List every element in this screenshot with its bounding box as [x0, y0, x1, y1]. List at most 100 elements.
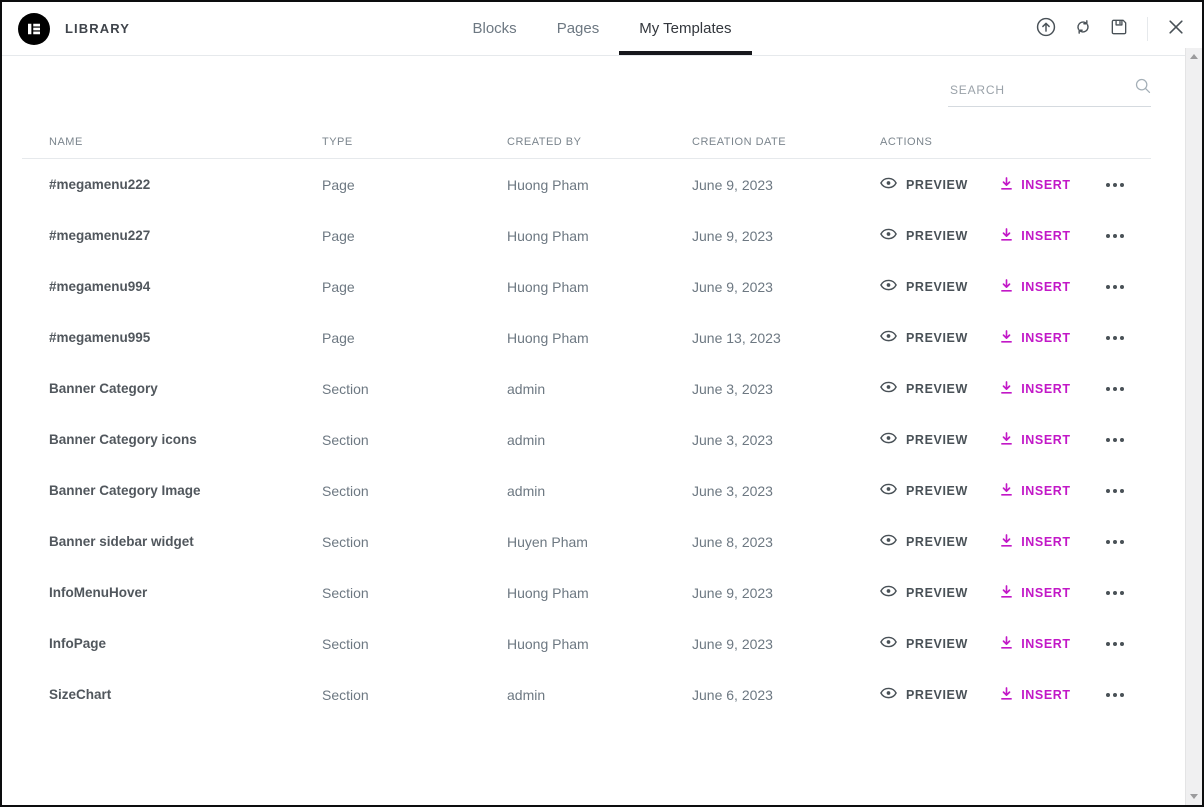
- template-type: Page: [322, 278, 355, 295]
- more-actions-button[interactable]: [1104, 230, 1126, 242]
- preview-label: PREVIEW: [906, 279, 968, 294]
- more-actions-button[interactable]: [1104, 638, 1126, 650]
- preview-button[interactable]: PREVIEW: [880, 330, 968, 345]
- preview-button[interactable]: PREVIEW: [880, 279, 968, 294]
- tab-blocks[interactable]: Blocks: [472, 20, 517, 37]
- library-content: NAME TYPE CREATED BY CREATION DATE ACTIO…: [2, 77, 1202, 720]
- table-row[interactable]: #megamenu994 Page Huong Pham June 9, 202…: [22, 261, 1151, 312]
- insert-button[interactable]: INSERT: [1001, 176, 1070, 193]
- elementor-logo-icon: [18, 12, 50, 45]
- insert-button[interactable]: INSERT: [1001, 482, 1070, 499]
- more-actions-button[interactable]: [1104, 485, 1126, 497]
- insert-label: INSERT: [1021, 228, 1071, 243]
- scroll-down-icon[interactable]: [1190, 794, 1198, 799]
- preview-button[interactable]: PREVIEW: [880, 687, 968, 702]
- insert-icon: [1001, 533, 1013, 550]
- eye-icon: [880, 534, 897, 549]
- more-actions-button[interactable]: [1104, 434, 1126, 446]
- import-button[interactable]: [1035, 16, 1057, 41]
- close-icon: [1166, 17, 1186, 40]
- tab-my-templates[interactable]: My Templates: [619, 2, 752, 55]
- close-button[interactable]: [1166, 17, 1186, 40]
- template-creation-date: June 3, 2023: [692, 431, 773, 448]
- table-header: NAME TYPE CREATED BY CREATION DATE ACTIO…: [22, 107, 1151, 159]
- insert-icon: [1001, 431, 1013, 448]
- table-row[interactable]: InfoMenuHover Section Huong Pham June 9,…: [22, 567, 1151, 618]
- template-name: InfoMenuHover: [49, 585, 148, 600]
- table-row[interactable]: Banner sidebar widget Section Huyen Pham…: [22, 516, 1151, 567]
- template-creation-date: June 13, 2023: [692, 329, 781, 346]
- template-created-by: admin: [507, 380, 546, 397]
- ellipsis-icon: [1105, 233, 1110, 238]
- table-row[interactable]: Banner Category icons Section admin June…: [22, 414, 1151, 465]
- row-actions: PREVIEW INSERT: [880, 533, 1151, 550]
- insert-icon: [1001, 227, 1013, 244]
- row-actions: PREVIEW INSERT: [880, 635, 1151, 652]
- insert-button[interactable]: INSERT: [1001, 635, 1070, 652]
- template-type: Section: [322, 584, 369, 601]
- preview-label: PREVIEW: [906, 381, 968, 396]
- save-button[interactable]: [1109, 17, 1129, 40]
- vertical-scrollbar[interactable]: [1185, 48, 1202, 805]
- table-row[interactable]: SizeChart Section admin June 6, 2023 PRE…: [22, 669, 1151, 720]
- tab-pages[interactable]: Pages: [556, 20, 600, 37]
- insert-button[interactable]: INSERT: [1001, 533, 1070, 550]
- template-name: Banner Category Image: [49, 483, 201, 498]
- preview-button[interactable]: PREVIEW: [880, 636, 968, 651]
- insert-button[interactable]: INSERT: [1001, 584, 1070, 601]
- insert-button[interactable]: INSERT: [1001, 227, 1071, 244]
- preview-button[interactable]: PREVIEW: [880, 177, 968, 192]
- insert-label: INSERT: [1021, 381, 1071, 396]
- preview-button[interactable]: PREVIEW: [880, 585, 968, 600]
- preview-button[interactable]: PREVIEW: [880, 228, 968, 243]
- search-input[interactable]: [948, 77, 1151, 106]
- template-name: #megamenu995: [49, 330, 151, 345]
- sync-button[interactable]: [1073, 17, 1093, 40]
- table-row[interactable]: #megamenu227 Page Huong Pham June 9, 202…: [22, 210, 1151, 261]
- row-actions: PREVIEW INSERT: [880, 227, 1151, 244]
- more-actions-button[interactable]: [1104, 536, 1126, 548]
- table-row[interactable]: #megamenu222 Page Huong Pham June 9, 202…: [22, 159, 1151, 210]
- more-actions-button[interactable]: [1104, 281, 1126, 293]
- preview-button[interactable]: PREVIEW: [880, 483, 968, 498]
- ellipsis-icon: [1105, 335, 1110, 340]
- save-icon: [1109, 17, 1129, 40]
- insert-button[interactable]: INSERT: [1001, 278, 1070, 295]
- preview-label: PREVIEW: [906, 585, 968, 600]
- table-row[interactable]: Banner Category Section admin June 3, 20…: [22, 363, 1151, 414]
- table-row[interactable]: InfoPage Section Huong Pham June 9, 2023…: [22, 618, 1151, 669]
- table-row[interactable]: Banner Category Image Section admin June…: [22, 465, 1151, 516]
- more-actions-button[interactable]: [1104, 587, 1126, 599]
- table-row[interactable]: #megamenu995 Page Huong Pham June 13, 20…: [22, 312, 1151, 363]
- import-icon: [1035, 16, 1057, 41]
- preview-button[interactable]: PREVIEW: [880, 534, 968, 549]
- scroll-up-icon[interactable]: [1190, 54, 1198, 59]
- insert-button[interactable]: INSERT: [1001, 686, 1070, 703]
- more-actions-button[interactable]: [1104, 179, 1126, 191]
- more-actions-button[interactable]: [1104, 689, 1126, 701]
- template-name: SizeChart: [49, 687, 112, 702]
- table-body: #megamenu222 Page Huong Pham June 9, 202…: [22, 159, 1151, 720]
- template-type: Section: [322, 482, 369, 499]
- row-actions: PREVIEW INSERT: [880, 176, 1151, 193]
- template-created-by: admin: [507, 482, 546, 499]
- insert-button[interactable]: INSERT: [1001, 329, 1070, 346]
- preview-button[interactable]: PREVIEW: [880, 432, 968, 447]
- insert-button[interactable]: INSERT: [1001, 380, 1071, 397]
- search-icon: [1135, 78, 1151, 99]
- insert-button[interactable]: INSERT: [1001, 431, 1070, 448]
- template-created-by: Huong Pham: [507, 227, 589, 244]
- ellipsis-icon: [1105, 641, 1110, 646]
- preview-button[interactable]: PREVIEW: [880, 381, 968, 396]
- insert-icon: [1001, 686, 1013, 703]
- eye-icon: [880, 228, 897, 243]
- preview-label: PREVIEW: [906, 636, 968, 651]
- template-created-by: admin: [507, 431, 546, 448]
- more-actions-button[interactable]: [1104, 332, 1126, 344]
- preview-label: PREVIEW: [906, 228, 968, 243]
- column-header-created-by: CREATED BY: [507, 136, 582, 148]
- tab-bar: Blocks Pages My Templates: [2, 2, 1202, 55]
- template-type: Section: [322, 635, 369, 652]
- more-actions-button[interactable]: [1104, 383, 1126, 395]
- eye-icon: [880, 177, 897, 192]
